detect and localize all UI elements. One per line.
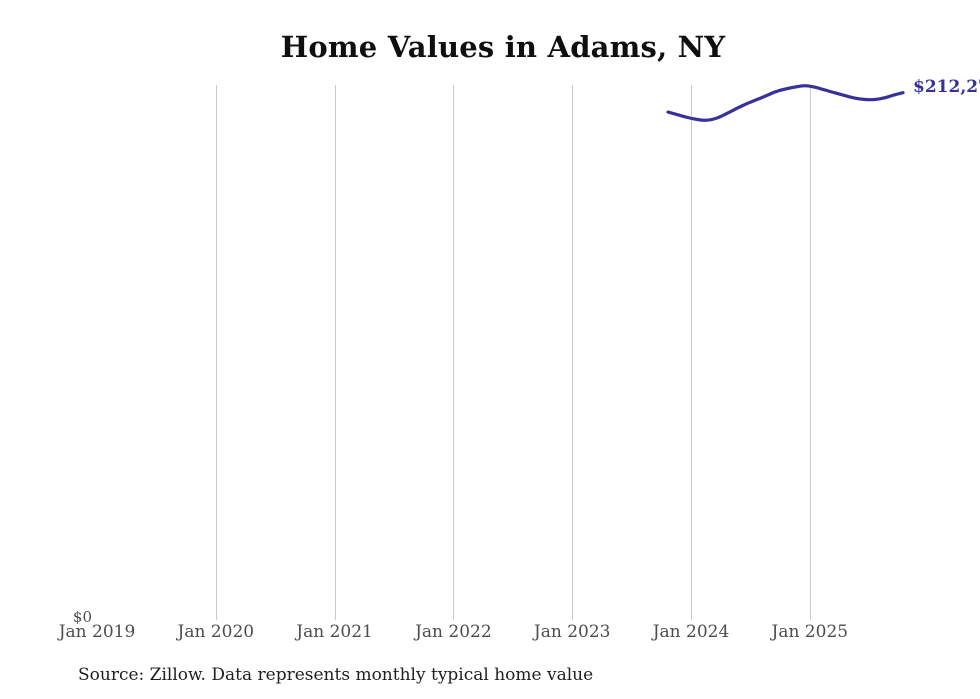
x-axis-label: Jan 2020 <box>177 622 255 642</box>
chart-title: Home Values in Adams, NY <box>280 30 726 64</box>
x-axis-label: Jan 2022 <box>415 622 492 642</box>
x-axis-label: Jan 2019 <box>58 622 136 642</box>
year-gridline <box>809 85 811 620</box>
year-gridline <box>572 85 574 620</box>
x-axis-label: Jan 2024 <box>652 622 730 642</box>
x-axis-label: Jan 2021 <box>296 622 373 642</box>
year-gridline <box>453 85 455 620</box>
source-note: Source: Zillow. Data represents monthly … <box>78 665 594 685</box>
year-gridline <box>334 85 336 620</box>
y-axis-zero-label: $0 <box>72 608 92 626</box>
year-gridline <box>215 85 217 620</box>
x-axis-label: Jan 2025 <box>771 622 849 642</box>
latest-value-label: $212,277 <box>913 77 980 97</box>
year-gridline <box>691 85 692 620</box>
price-line <box>666 84 905 122</box>
x-axis-label: Jan 2023 <box>533 622 611 642</box>
